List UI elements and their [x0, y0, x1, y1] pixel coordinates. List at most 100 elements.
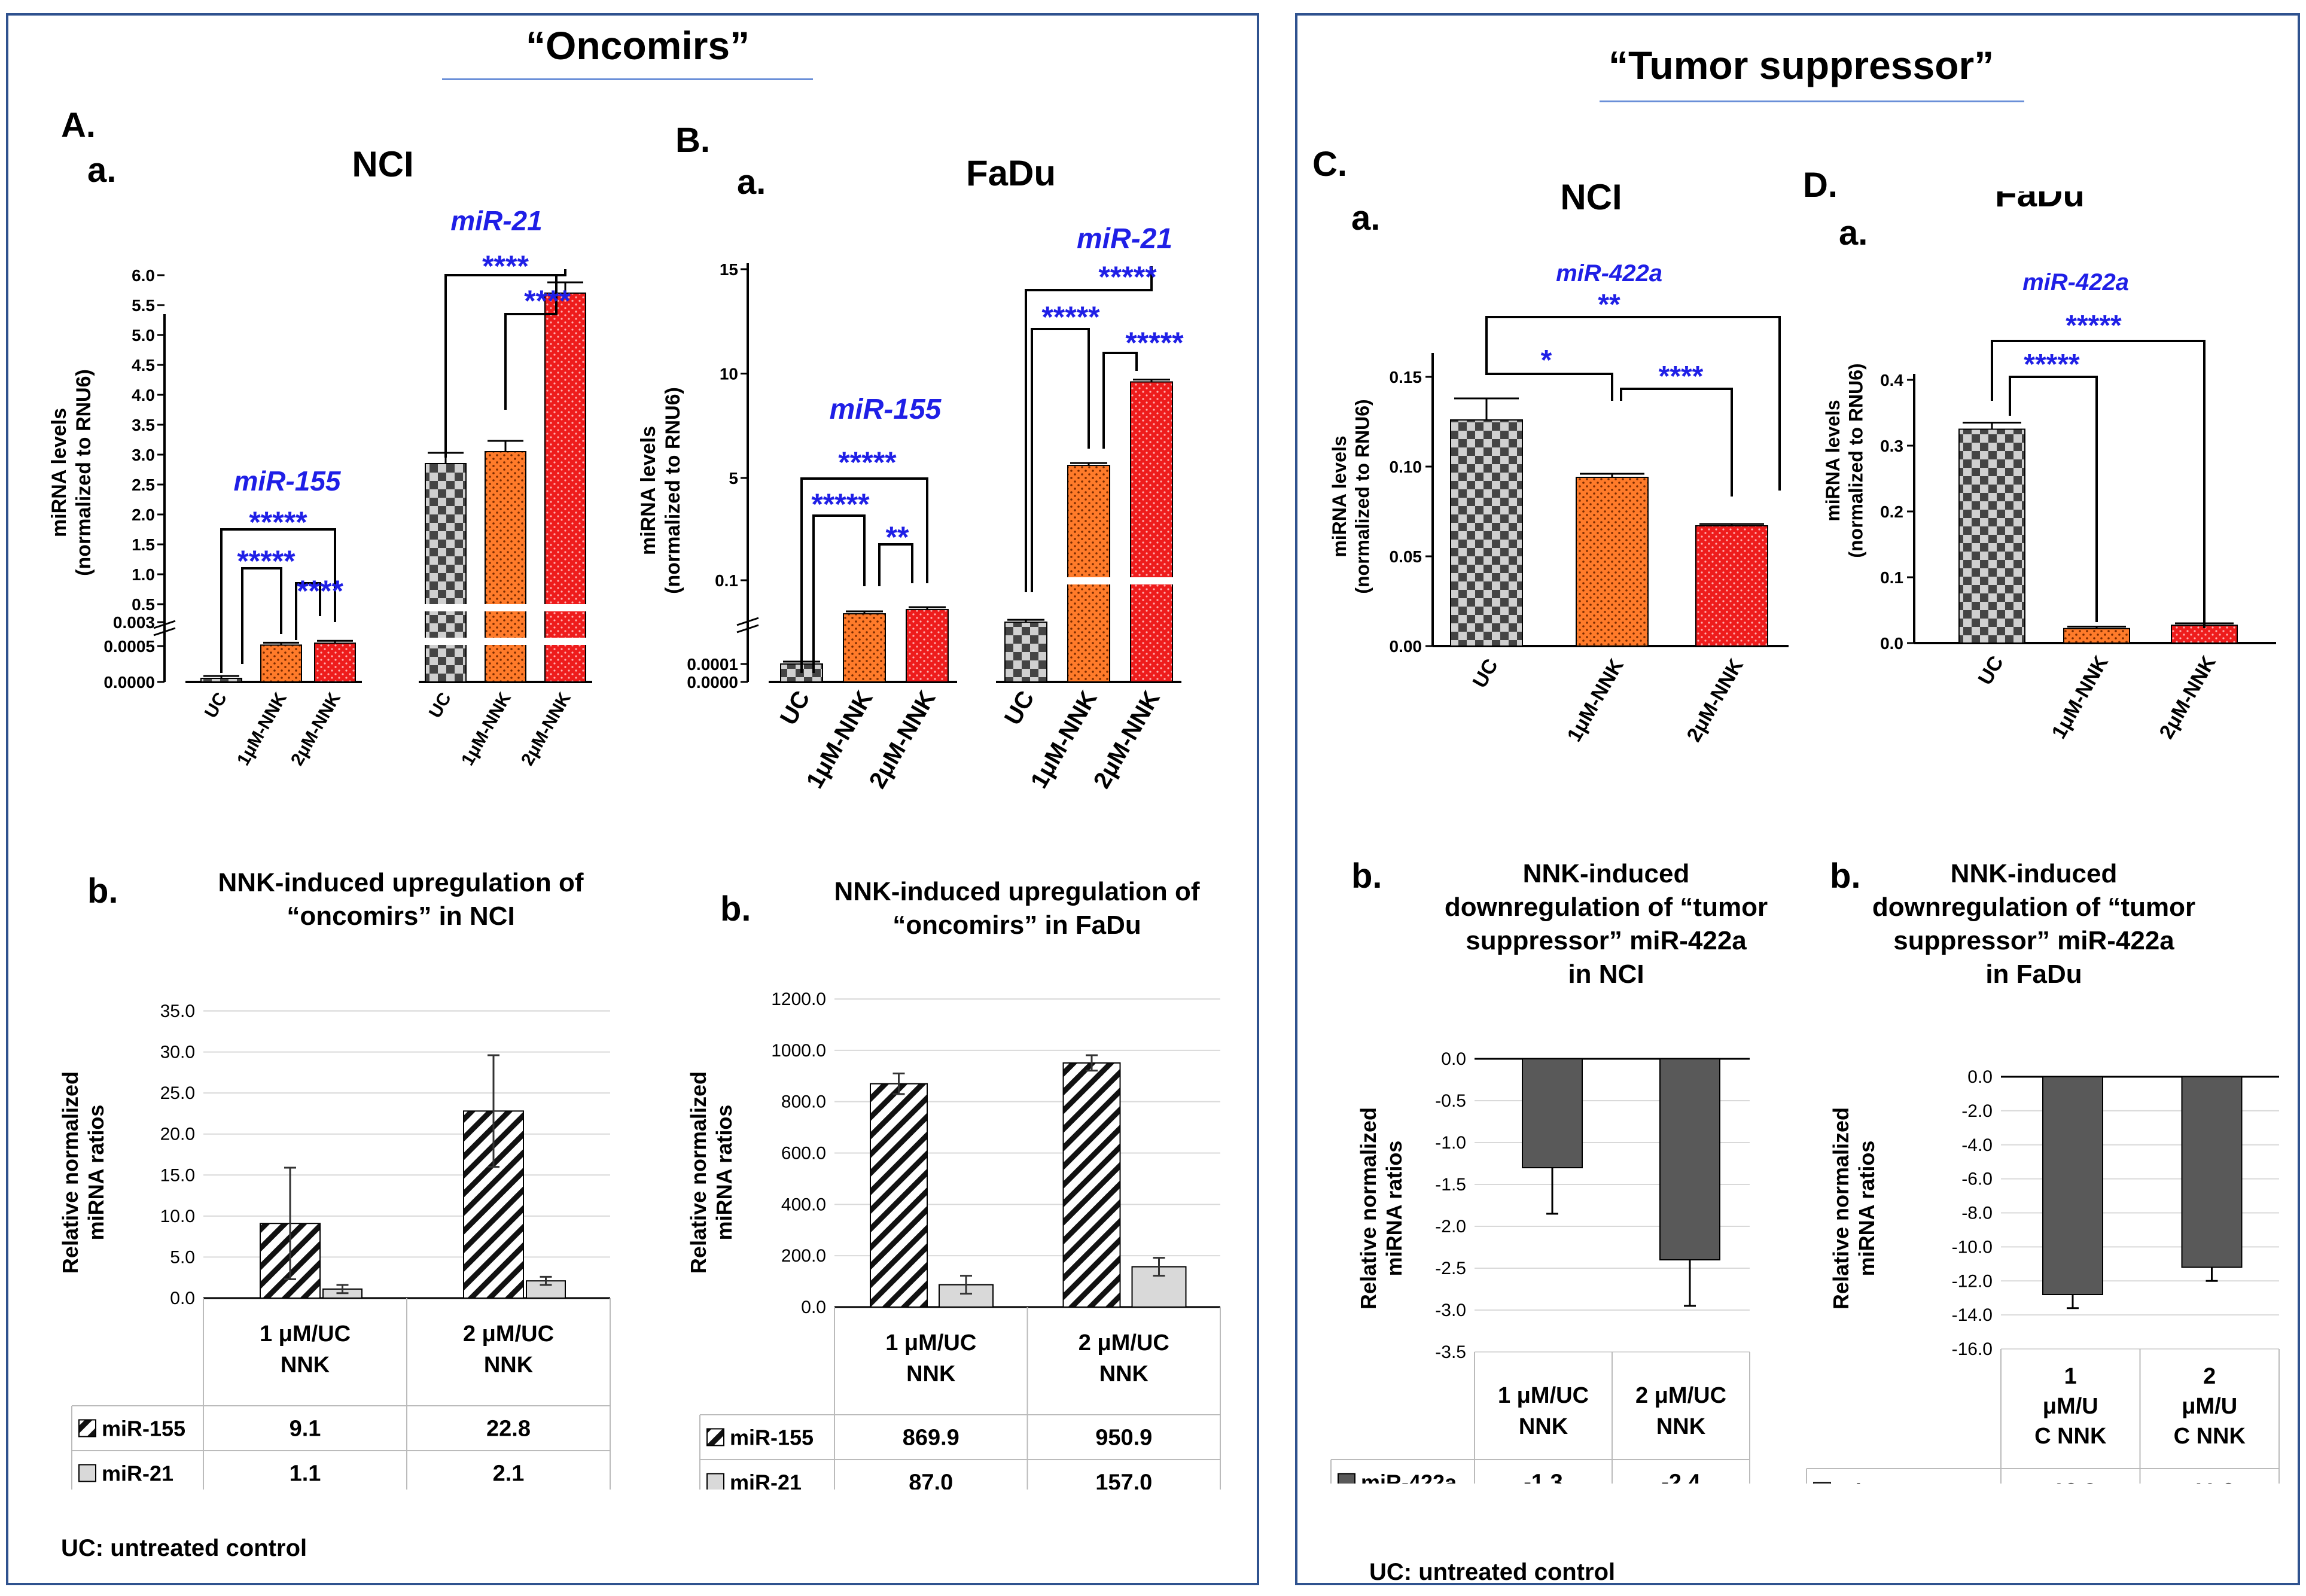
series-label-mir21: miR-21	[1077, 223, 1172, 255]
x-category-label: 1 μM/UC	[885, 1330, 976, 1356]
axis-break-gap	[424, 638, 467, 645]
sig-bracket	[1485, 326, 1613, 401]
legend-swatch	[1338, 1473, 1355, 1484]
y-tick-label: 0.0000	[687, 673, 738, 692]
y-tick-label: 0.0	[801, 1297, 826, 1317]
series-label-mir422a: miR-422a	[1556, 260, 1662, 287]
label-D: D.	[1803, 166, 1838, 205]
sig-stars: ****	[482, 249, 529, 283]
sig-stars: ****	[1659, 361, 1704, 392]
y-tick-label: 200.0	[781, 1246, 826, 1266]
bar-mir155	[906, 609, 949, 683]
x-category-label: NNK	[1656, 1414, 1706, 1439]
y-tick-label: -1.5	[1435, 1175, 1466, 1195]
chart-nci-oncomirs: NCI miRNA levels(normalized to RNU6) 0.000…	[48, 144, 592, 769]
y-tick-label: -2.0	[1435, 1217, 1466, 1236]
y-tick-label: -10.0	[1952, 1237, 1993, 1257]
x-tick-label: UC	[1000, 687, 1040, 730]
chart-fadu-oncomirs: FaDu miRNA levels(normalized to RNU6) 0.00…	[637, 153, 1184, 793]
x-tick-label: 2μM-NNK	[517, 689, 575, 769]
y-tick-label: 5	[729, 469, 738, 488]
legend-label: miR-21	[730, 1470, 802, 1490]
y-tick-label: 0.0000	[103, 673, 155, 692]
y-tick-label: 0.0	[170, 1289, 195, 1308]
label-C-a: a.	[1351, 199, 1381, 237]
y-axis-label: miRNA levels(normalized to RNU6)	[637, 387, 684, 594]
bar-mir-422a	[2181, 1076, 2243, 1268]
y-tick-label: -3.5	[1435, 1342, 1466, 1362]
axis-break	[153, 627, 176, 636]
bar-mir-422a	[2042, 1076, 2103, 1295]
bar-mir-155	[1062, 1062, 1121, 1308]
sig-bracket	[800, 477, 928, 673]
oncomirs-title: “Oncomirs”	[526, 23, 750, 68]
bar-mir21	[1004, 622, 1047, 683]
bar-mir-155	[870, 1083, 928, 1308]
data-label: -12.8	[2045, 1479, 2097, 1484]
bar-mir-422a	[1522, 1058, 1583, 1168]
y-tick-label: 0.5	[132, 595, 155, 614]
bar-mir21	[425, 463, 467, 683]
x-category-label: C NNK	[2174, 1424, 2246, 1449]
label-B: B.	[675, 121, 710, 160]
chart-title: downregulation of “tumor	[1445, 893, 1768, 922]
y-tick-label: 5.5	[132, 296, 155, 315]
legend-label: miR-422a	[1836, 1479, 1933, 1484]
legend-swatch	[706, 1473, 724, 1490]
x-category-label: 1 μM/UC	[260, 1321, 351, 1347]
y-tick-label: 0.0001	[687, 655, 738, 674]
chart-title: NNK-induced upregulation of	[218, 868, 583, 897]
sig-stars: *****	[237, 544, 296, 578]
legend-label: miR-21	[102, 1461, 173, 1486]
bar-mir21	[1130, 381, 1173, 683]
sig-stars: *****	[811, 488, 870, 521]
sig-bracket	[504, 275, 558, 410]
axis-break	[736, 617, 759, 626]
data-label: 869.9	[903, 1426, 959, 1451]
y-tick-label: 0.0	[1967, 1067, 1993, 1087]
bar-mir21	[1067, 465, 1110, 683]
chart-title: NNK-induced	[1951, 859, 2118, 888]
y-tick-label: 10	[720, 364, 738, 383]
data-label: 22.8	[486, 1417, 531, 1442]
label-D-b: b.	[1830, 857, 1861, 896]
y-tick-label: 0.3	[1880, 437, 1903, 455]
uc-note-left: UC: untreated control	[61, 1535, 307, 1561]
y-axis-label: miRNA levels(normalized to RNU6)	[1822, 363, 1866, 558]
chart-title: NCI	[1560, 179, 1622, 217]
y-tick-label: 0.003	[113, 613, 155, 632]
y-tick-label: 0.10	[1390, 458, 1422, 476]
y-tick-label: 2.5	[132, 476, 155, 494]
y-tick-label: 4.5	[132, 356, 155, 374]
chart-nci-mir422a: NCI miRNA levels(normalized to RNU6) 0.00 0…	[1329, 179, 1789, 746]
axis-break-gap	[1067, 577, 1111, 584]
bar-mir-422a	[1659, 1058, 1720, 1260]
x-tick-label: UC	[201, 689, 231, 721]
sig-stars: *****	[2024, 349, 2080, 380]
label-A: A.	[61, 106, 96, 145]
bar-mir422a	[2063, 628, 2130, 644]
y-axis-label: Relative normalizedmiRNA ratios	[686, 1071, 736, 1274]
sig-bracket	[1102, 352, 1138, 449]
sig-bracket	[1485, 316, 1781, 491]
sig-bracket	[1620, 388, 1733, 497]
y-tick-label: 1.5	[132, 535, 155, 554]
data-label: -1.3	[1524, 1470, 1562, 1484]
x-category-label: NNK	[906, 1362, 956, 1387]
sig-bracket	[444, 269, 566, 458]
y-tick-label: 0.2	[1880, 502, 1903, 521]
y-tick-label: -16.0	[1952, 1339, 1993, 1359]
chart-fadu-422a-ratio: NNK-induced downregulation of “tumor suppr…	[1806, 859, 2280, 1484]
y-tick-label: -14.0	[1952, 1305, 1993, 1325]
y-tick-label: 1.0	[132, 565, 155, 584]
y-tick-label: 4.0	[132, 386, 155, 404]
y-tick-label: 0.05	[1390, 547, 1422, 566]
legend-label: miR-155	[730, 1426, 814, 1450]
tumor-title-underline	[1600, 100, 2024, 102]
y-tick-label: 2.0	[132, 505, 155, 524]
x-tick-label: UC	[1468, 655, 1502, 692]
sig-bracket	[1031, 328, 1090, 592]
legend-swatch	[78, 1464, 96, 1482]
y-tick-label: 0.0	[1880, 634, 1903, 653]
x-tick-label: 1μM-NNK	[458, 689, 515, 769]
